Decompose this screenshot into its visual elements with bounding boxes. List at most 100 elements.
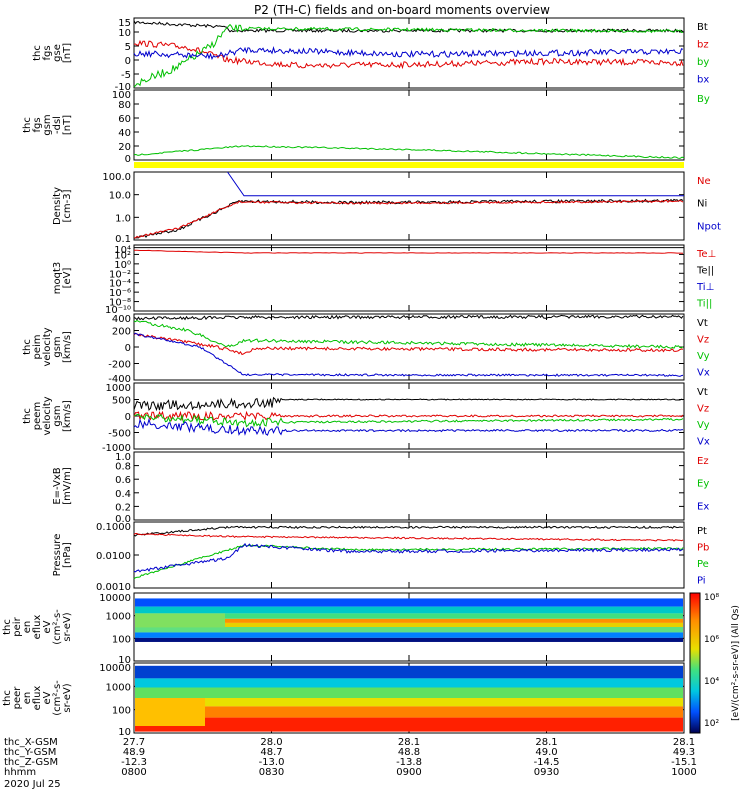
y-axis-label: gsm: [52, 336, 63, 357]
panel-frame: [133, 451, 685, 521]
y-axis-label: velocity: [42, 327, 53, 366]
y-tick-label: 100.0: [102, 172, 131, 183]
y-tick-label: -400: [108, 374, 131, 385]
y-axis-label: Pressure: [52, 534, 63, 577]
legend-ti: Ti⊥: [696, 282, 714, 293]
x-tick-label: 28.1: [673, 737, 695, 748]
panel-frame: [133, 244, 685, 312]
legend-ex: Ex: [697, 501, 709, 512]
legend-vy: Vy: [697, 420, 710, 431]
spectrogram-band: [135, 706, 683, 718]
trace-bx: [133, 46, 684, 61]
panel-ele_spec: thc peer en eflux eV (cm²-s-sr-eV) 10000 1000 10…: [2, 662, 685, 738]
x-tick-label: 49.0: [535, 747, 557, 758]
y-tick-label: 200: [112, 327, 131, 338]
spectrogram-band: [135, 687, 683, 698]
x-row-label: thc_Z-GSM: [4, 757, 58, 768]
y-tick-label: 1000: [106, 682, 131, 693]
y-tick-label: 10000: [99, 663, 131, 674]
spectrogram-overlay: [135, 613, 225, 628]
y-tick-label: -200: [108, 360, 131, 371]
y-tick-label: 0.4: [115, 489, 131, 500]
panel-frame: [133, 171, 685, 241]
x-tick-label: 48.7: [260, 747, 282, 758]
y-axis-label: peir: [12, 616, 23, 636]
trace-by-dsl: [133, 145, 685, 159]
trace-vx: [133, 332, 684, 377]
y-axis-label: thc: [22, 408, 33, 424]
legend-pi: Pi: [697, 576, 706, 587]
y-axis-label: en: [22, 692, 33, 705]
trace-pb: [133, 533, 684, 542]
y-axis-label: eV: [42, 691, 53, 704]
y-axis-label: sr-eV): [62, 612, 73, 641]
y-axis-label: gse: [52, 44, 63, 62]
y-tick-label: 500: [112, 396, 131, 407]
y-tick-label: 10⁰: [114, 260, 131, 271]
legend-vz: Vz: [697, 404, 709, 415]
y-tick-label: 0.1: [115, 234, 131, 245]
legend-ne: Ne: [697, 176, 711, 187]
y-tick-label: 60: [118, 114, 131, 125]
y-axis-label: [km/s]: [62, 400, 73, 432]
x-tick-label: 0900: [396, 767, 421, 778]
x-tick-label: 0830: [259, 767, 284, 778]
colorbar: 10⁸ 10⁶ 10⁴ 10² [eV/(cm²-s-sr-eV)] (All Qs): [689, 592, 741, 734]
y-axis-label: eV: [42, 620, 53, 633]
y-tick-label: 400: [112, 314, 131, 325]
colorbar-tick-label: 10⁴: [704, 677, 719, 687]
legend-vz: Vz: [697, 335, 709, 346]
y-axis-label: thc: [22, 339, 33, 355]
colorbar-label: [eV/(cm²-s-sr-eV)] (All Qs): [731, 605, 741, 721]
y-axis-label: [mV/m]: [62, 467, 73, 505]
legend-te: Te||: [696, 266, 714, 277]
spectrogram-band: [135, 606, 683, 614]
spectrogram-band: [135, 618, 683, 623]
y-tick-label: 10.0: [109, 191, 131, 202]
y-tick-label: 0: [125, 154, 131, 165]
x-tick-label: -15.1: [671, 757, 697, 768]
spectrogram: [135, 665, 683, 732]
y-axis-label: fgs: [42, 45, 53, 60]
y-tick-label: 10⁴: [114, 245, 131, 256]
legend-bz: bz: [697, 40, 709, 51]
y-tick-label: 20: [118, 142, 131, 153]
x-tick-label: 27.7: [123, 737, 145, 748]
y-tick-label: -5: [121, 70, 131, 81]
y-axis-label: velocity: [42, 396, 53, 435]
spectrogram-band: [135, 698, 683, 707]
colorbar-tick-label: 10⁶: [704, 635, 719, 645]
x-tick-label: 1000: [671, 767, 696, 778]
y-axis-label: gsm: [42, 114, 53, 135]
y-axis-label: E=-VxB: [52, 467, 63, 504]
panel-ion_spec: thc peir en eflux eV (cm²-s-sr-eV) 10000 1000 10…: [2, 592, 685, 666]
trace-vy: [133, 319, 684, 349]
spectrogram-band: [135, 717, 683, 732]
y-axis-label: [eV]: [62, 268, 73, 289]
y-tick-label: 1.0: [115, 213, 131, 224]
panel-frame: [133, 521, 685, 589]
panel-efield: E=-VxB [mV/m] 1.00.8 0.6 0.4 0.20.0 Ez Ey Ex: [52, 451, 709, 525]
y-tick-label: 0.1000: [96, 522, 131, 533]
y-axis-label: [nT]: [62, 43, 73, 63]
y-tick-label: 10⁻²: [109, 269, 131, 280]
trace-npot: [227, 171, 684, 197]
y-axis-label: sr-eV): [62, 683, 73, 712]
spectrogram-band: [135, 627, 683, 633]
legend-vy: Vy: [697, 351, 710, 362]
y-tick-label: 0: [125, 56, 131, 67]
legend-bt: Bt: [697, 22, 708, 33]
x-row-label: thc_Y-GSM: [4, 747, 56, 758]
y-tick-label: 0.0: [115, 514, 131, 525]
y-tick-label: 100: [112, 706, 131, 717]
y-axis-label: eflux: [32, 615, 43, 640]
y-tick-label: 0: [125, 412, 131, 423]
spectrogram-band: [135, 678, 683, 688]
panel-frame: [133, 313, 685, 381]
y-tick-label: 10⁻⁴: [109, 279, 131, 290]
y-axis-label: gsm: [52, 405, 63, 426]
